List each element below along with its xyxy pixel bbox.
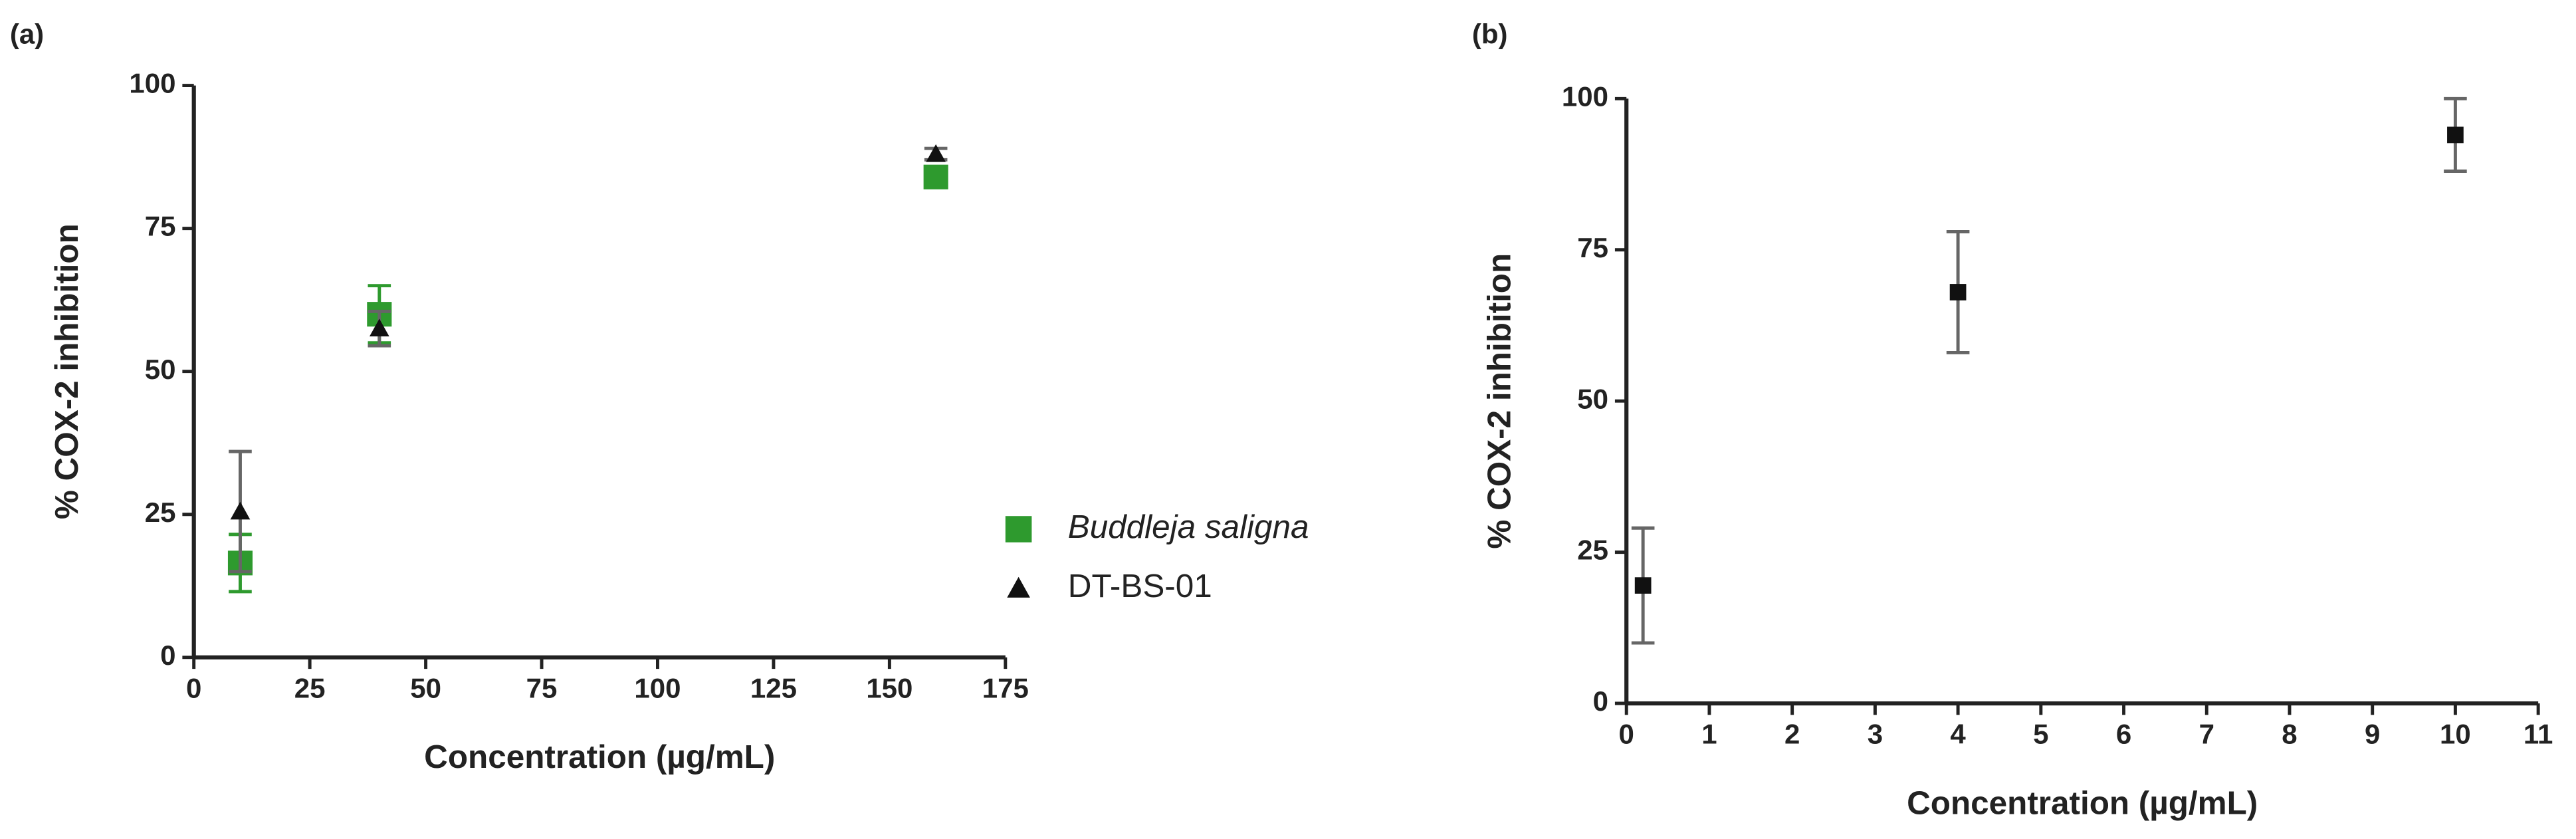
x-tick-label: 2: [1784, 719, 1800, 750]
x-tick-label: 6: [2116, 719, 2131, 750]
x-tick-label: 25: [294, 672, 326, 703]
x-tick-label: 3: [1868, 719, 1883, 750]
y-tick-label: 100: [1562, 80, 1608, 112]
x-tick-label: 8: [2282, 719, 2297, 750]
x-tick-label: 125: [750, 672, 797, 703]
point: [926, 144, 946, 162]
x-tick-label: 10: [2440, 719, 2471, 750]
x-tick-label: 100: [634, 672, 681, 703]
y-tick-label: 0: [1593, 685, 1608, 717]
y-tick-label: 50: [145, 354, 176, 385]
x-tick-label: 0: [186, 672, 201, 703]
x-axis-title: Concentration (µg/mL): [1907, 784, 2258, 821]
panel-label: (a): [10, 19, 44, 50]
point: [369, 318, 389, 337]
y-tick-label: 75: [1577, 232, 1608, 263]
x-tick-label: 50: [410, 672, 441, 703]
x-tick-label: 5: [2033, 719, 2048, 750]
legend-marker: [1005, 516, 1032, 542]
y-axis-title: % COX-2 inhibition: [49, 223, 85, 519]
x-tick-label: 150: [866, 672, 912, 703]
x-tick-label: 4: [1950, 719, 1966, 750]
y-tick-label: 25: [145, 497, 176, 528]
point: [230, 501, 251, 520]
y-tick-label: 25: [1577, 535, 1608, 566]
point: [2447, 126, 2464, 144]
x-tick-label: 11: [2523, 719, 2553, 750]
y-tick-label: 75: [145, 211, 176, 242]
x-tick-label: 7: [2199, 719, 2214, 750]
legend-label: DT-BS-01: [1068, 568, 1212, 604]
x-tick-label: 0: [1619, 719, 1634, 750]
panel-label: (b): [1472, 19, 1508, 50]
legend-label: Buddleja saligna: [1068, 509, 1309, 545]
point: [1949, 284, 1967, 300]
y-tick-label: 100: [129, 68, 175, 99]
x-tick-label: 1: [1701, 719, 1717, 750]
point: [1634, 577, 1652, 594]
point: [923, 164, 948, 189]
legend-marker: [1007, 576, 1030, 598]
x-axis-title: Concentration (µg/mL): [424, 739, 775, 775]
x-tick-label: 175: [982, 672, 1029, 703]
x-tick-label: 75: [526, 672, 558, 703]
y-axis-title: % COX-2 inhibition: [1481, 253, 1517, 549]
y-tick-label: 0: [160, 640, 175, 671]
x-tick-label: 9: [2365, 719, 2380, 750]
y-tick-label: 50: [1577, 383, 1608, 414]
